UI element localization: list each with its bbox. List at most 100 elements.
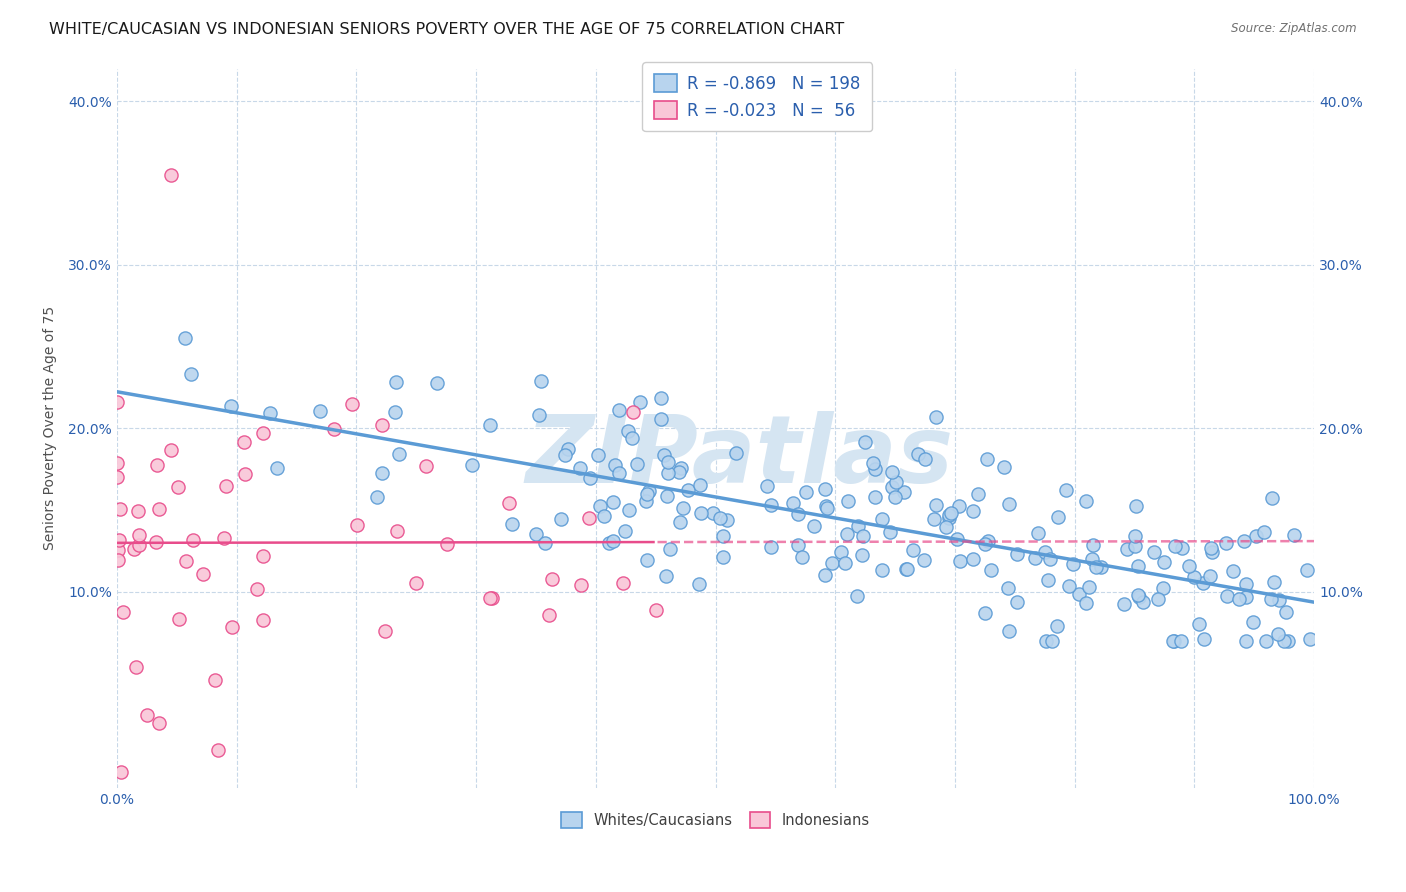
Point (870, 512, 893, 526)
Point (1191, 575, 1213, 590)
Point (1267, 593, 1289, 607)
Point (366, 490, 388, 504)
Point (342, 397, 364, 411)
Point (998, 497, 1021, 511)
Point (1081, 552, 1104, 566)
Point (384, 405, 406, 419)
Point (637, 484, 659, 499)
Point (636, 487, 658, 501)
Point (1277, 634, 1299, 648)
Point (530, 374, 553, 388)
Point (578, 511, 600, 525)
Point (617, 424, 640, 438)
Point (690, 506, 713, 520)
Point (925, 498, 948, 512)
Point (790, 549, 813, 564)
Point (1282, 527, 1305, 541)
Point (948, 499, 970, 513)
Point (537, 607, 560, 622)
Point (1170, 541, 1192, 556)
Point (612, 575, 634, 590)
Point (1005, 595, 1028, 609)
Point (967, 486, 990, 500)
Point (761, 540, 783, 554)
Point (614, 524, 637, 538)
Point (112, 606, 135, 620)
Point (814, 500, 837, 514)
Point (550, 512, 572, 526)
Point (938, 510, 960, 524)
Y-axis label: Seniors Poverty Over the Age of 75: Seniors Poverty Over the Age of 75 (44, 306, 58, 550)
Point (607, 403, 630, 417)
Point (461, 458, 484, 472)
Point (1267, 627, 1289, 641)
Point (997, 624, 1019, 639)
Point (879, 524, 901, 539)
Point (814, 568, 837, 582)
Point (105, 395, 128, 409)
Point (973, 607, 995, 621)
Point (212, 531, 235, 545)
Point (1035, 544, 1057, 558)
Point (603, 458, 626, 472)
Point (1170, 634, 1192, 648)
Point (1005, 547, 1028, 561)
Point (135, 707, 157, 722)
Point (1054, 483, 1077, 497)
Point (976, 452, 998, 467)
Point (1123, 529, 1146, 543)
Point (962, 504, 984, 518)
Point (128, 528, 150, 542)
Point (105, 456, 128, 470)
Point (1035, 634, 1057, 648)
Point (160, 168, 183, 182)
Point (252, 425, 274, 440)
Point (1178, 558, 1201, 573)
Text: WHITE/CAUCASIAN VS INDONESIAN SENIORS POVERTY OVER THE AGE OF 75 CORRELATION CHA: WHITE/CAUCASIAN VS INDONESIAN SENIORS PO… (49, 22, 845, 37)
Point (1164, 539, 1187, 553)
Point (501, 516, 523, 531)
Point (107, 543, 129, 558)
Point (1152, 582, 1174, 596)
Point (821, 556, 844, 570)
Point (1244, 529, 1267, 543)
Point (127, 504, 149, 518)
Point (1153, 555, 1175, 569)
Point (1253, 524, 1275, 539)
Point (815, 500, 838, 515)
Point (997, 581, 1019, 595)
Point (1123, 539, 1146, 553)
Point (110, 764, 132, 779)
Point (1142, 545, 1164, 559)
Point (1147, 591, 1170, 606)
Point (865, 490, 887, 504)
Point (628, 395, 651, 409)
Point (1116, 541, 1139, 556)
Point (436, 537, 458, 551)
Point (711, 529, 734, 543)
Point (870, 564, 893, 578)
Point (1085, 560, 1108, 574)
Point (266, 461, 288, 475)
Point (756, 479, 779, 493)
Point (569, 460, 592, 475)
Point (174, 554, 197, 568)
Point (894, 561, 917, 575)
Point (1272, 634, 1295, 648)
Point (148, 715, 170, 730)
Point (912, 553, 935, 567)
Point (650, 412, 672, 426)
Point (252, 549, 274, 563)
Point (589, 500, 612, 514)
Point (598, 535, 620, 549)
Point (1046, 618, 1069, 632)
Point (602, 534, 624, 549)
Point (621, 431, 644, 445)
Point (880, 466, 903, 480)
Point (1201, 545, 1223, 559)
Point (702, 507, 724, 521)
Point (259, 406, 281, 420)
Point (853, 435, 876, 450)
Point (1199, 569, 1222, 583)
Point (529, 408, 551, 422)
